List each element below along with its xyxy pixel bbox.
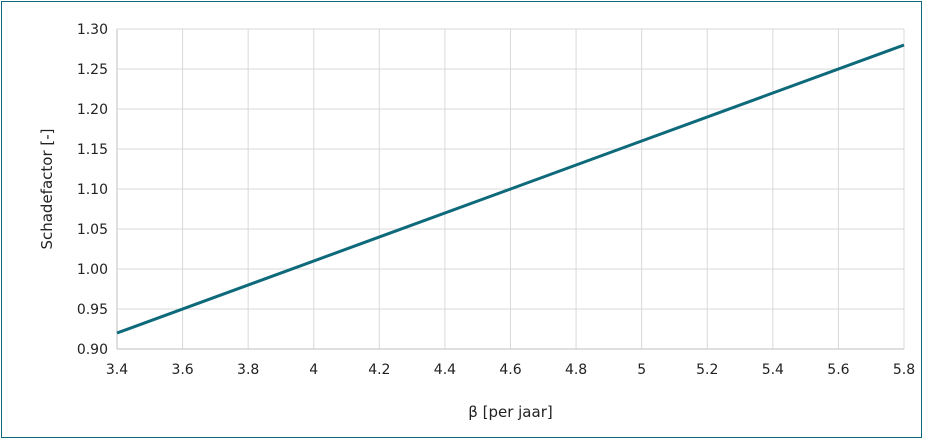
y-tick-label: 1.25 bbox=[77, 62, 108, 78]
x-tick-label: 5 bbox=[637, 362, 646, 378]
x-tick-label: 5.6 bbox=[827, 362, 849, 378]
y-tick-label: 1.30 bbox=[77, 22, 108, 38]
y-tick-label: 1.15 bbox=[77, 142, 108, 158]
series-line-0 bbox=[116, 43, 905, 335]
x-tick-label: 5.8 bbox=[893, 362, 915, 378]
x-tick-label: 4.6 bbox=[499, 362, 521, 378]
y-tick-label: 1.20 bbox=[77, 102, 108, 118]
x-tick-label: 4.8 bbox=[565, 362, 587, 378]
x-tick-labels: 3.4 3.6 3.8 4 4.2 4.4 4.6 4.8 5 5.2 5.4 5.6 5.8 bbox=[106, 362, 915, 378]
x-tick-label: 4 bbox=[309, 362, 318, 378]
x-tick-label: 5.2 bbox=[696, 362, 718, 378]
x-tick-label: 4.4 bbox=[434, 362, 456, 378]
x-tick-label: 4.2 bbox=[368, 362, 390, 378]
x-axis-title: β [per jaar] bbox=[468, 403, 552, 421]
y-tick-label: 1.00 bbox=[77, 262, 108, 278]
x-tick-label: 5.4 bbox=[762, 362, 784, 378]
y-axis-title: Schadefactor [-] bbox=[38, 128, 56, 249]
x-tick-label: 3.8 bbox=[237, 362, 259, 378]
y-tick-label: 0.90 bbox=[77, 342, 108, 358]
y-tick-label: 1.05 bbox=[77, 222, 108, 238]
y-tick-label: 1.10 bbox=[77, 182, 108, 198]
x-tick-label: 3.6 bbox=[171, 362, 193, 378]
series-group bbox=[116, 43, 905, 335]
y-tick-label: 0.95 bbox=[77, 302, 108, 318]
x-tick-label: 3.4 bbox=[106, 362, 128, 378]
y-tick-labels: 0.90 0.95 1.00 1.05 1.10 1.15 1.20 1.25 1.30 bbox=[77, 22, 108, 358]
